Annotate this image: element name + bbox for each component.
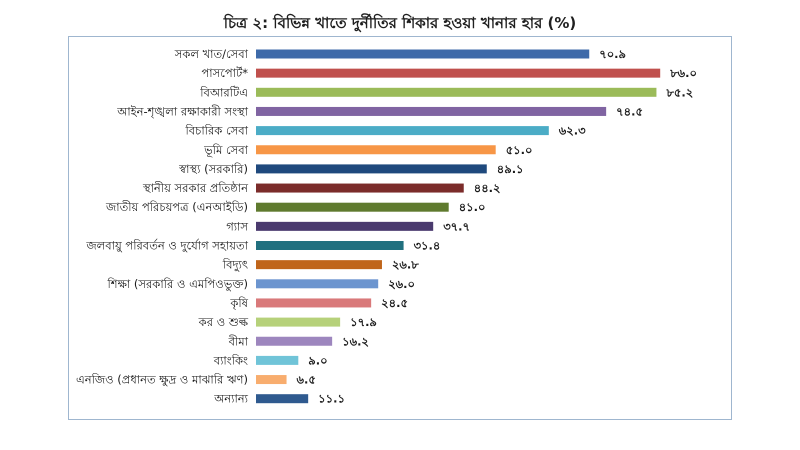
bar [256,183,464,193]
bar [256,145,496,155]
bar [256,317,341,327]
value-label: ২৬.০ [388,277,415,291]
bar [256,68,661,78]
bar [256,106,607,116]
category-label: বিদ্যুৎ [222,258,248,273]
category-label: গ্যাস [226,219,249,233]
value-label: ৮৬.০ [669,66,697,80]
category-label: স্বাস্থ্য (সরকারি) [178,162,248,176]
value-label: ১৭.৯ [350,315,377,329]
value-label: ৮৫.২ [665,85,693,99]
category-label: ব্যাংকিং [213,353,248,367]
bar [256,260,382,270]
value-label: ২৪.৫ [381,296,408,310]
value-label: ৫১.০ [506,143,533,157]
value-label: ১৬.২ [342,334,369,348]
bar [256,87,657,97]
value-label: ৩৭.৭ [443,219,470,233]
category-label: ভূমি সেবা [203,143,249,158]
value-label: ৬২.৩ [559,124,586,138]
category-label: অন্যান্য [213,392,248,406]
bar [256,336,333,346]
bar [256,221,434,231]
category-label: বীমা [228,334,249,348]
chart-title: চিত্র ২: বিভিন্ন খাতে দুর্নীতির শিকার হও… [223,14,577,32]
category-label: জলবায়ু পরিবর্তন ও দুর্যোগ সহায়তা [85,239,248,254]
category-label: সকল খাত/সেবা [174,47,249,61]
category-label: কর ও শুল্ক [198,315,249,329]
value-label: ৬.৫ [297,373,317,387]
category-label: শিক্ষা (সরকারি ও এমপিওভুক্ত) [106,277,248,292]
category-label: জাতীয় পরিচয়পত্র (এনআইডি) [105,200,248,214]
category-label: বিচারিক সেবা [184,124,248,138]
category-label: স্থানীয় সরকার প্রতিষ্ঠান [142,181,249,195]
bar [256,202,449,212]
value-label: ৪৯.১ [497,162,524,176]
category-label: কৃষি [229,296,248,311]
bar [256,394,309,404]
category-label: এনজিও (প্রধানত ক্ষুদ্র ও মাঝারি ঋণ) [76,373,248,388]
value-label: ৩১.৪ [414,239,441,253]
category-label: আইন-শৃঙ্খলা রক্ষাকারী সংস্থা [116,104,248,119]
bar [256,126,549,136]
bar [256,355,299,365]
value-label: ১১.১ [318,392,345,406]
category-label: পাসপোর্ট* [201,66,248,80]
plot-frame [68,36,732,420]
value-label: ৭৪.৫ [616,104,643,118]
bar [256,375,287,385]
bar [256,49,590,59]
value-label: ৭০.৯ [599,47,626,61]
bar [256,298,372,308]
value-label: ৯.০ [308,353,327,367]
bar [256,279,379,289]
bar [256,164,487,174]
category-label: বিআরটিএ [199,85,248,99]
bar [256,241,404,250]
value-label: ২৬.৮ [392,258,419,272]
value-label: ৪৪.২ [474,181,501,195]
value-label: ৪১.০ [459,200,486,214]
